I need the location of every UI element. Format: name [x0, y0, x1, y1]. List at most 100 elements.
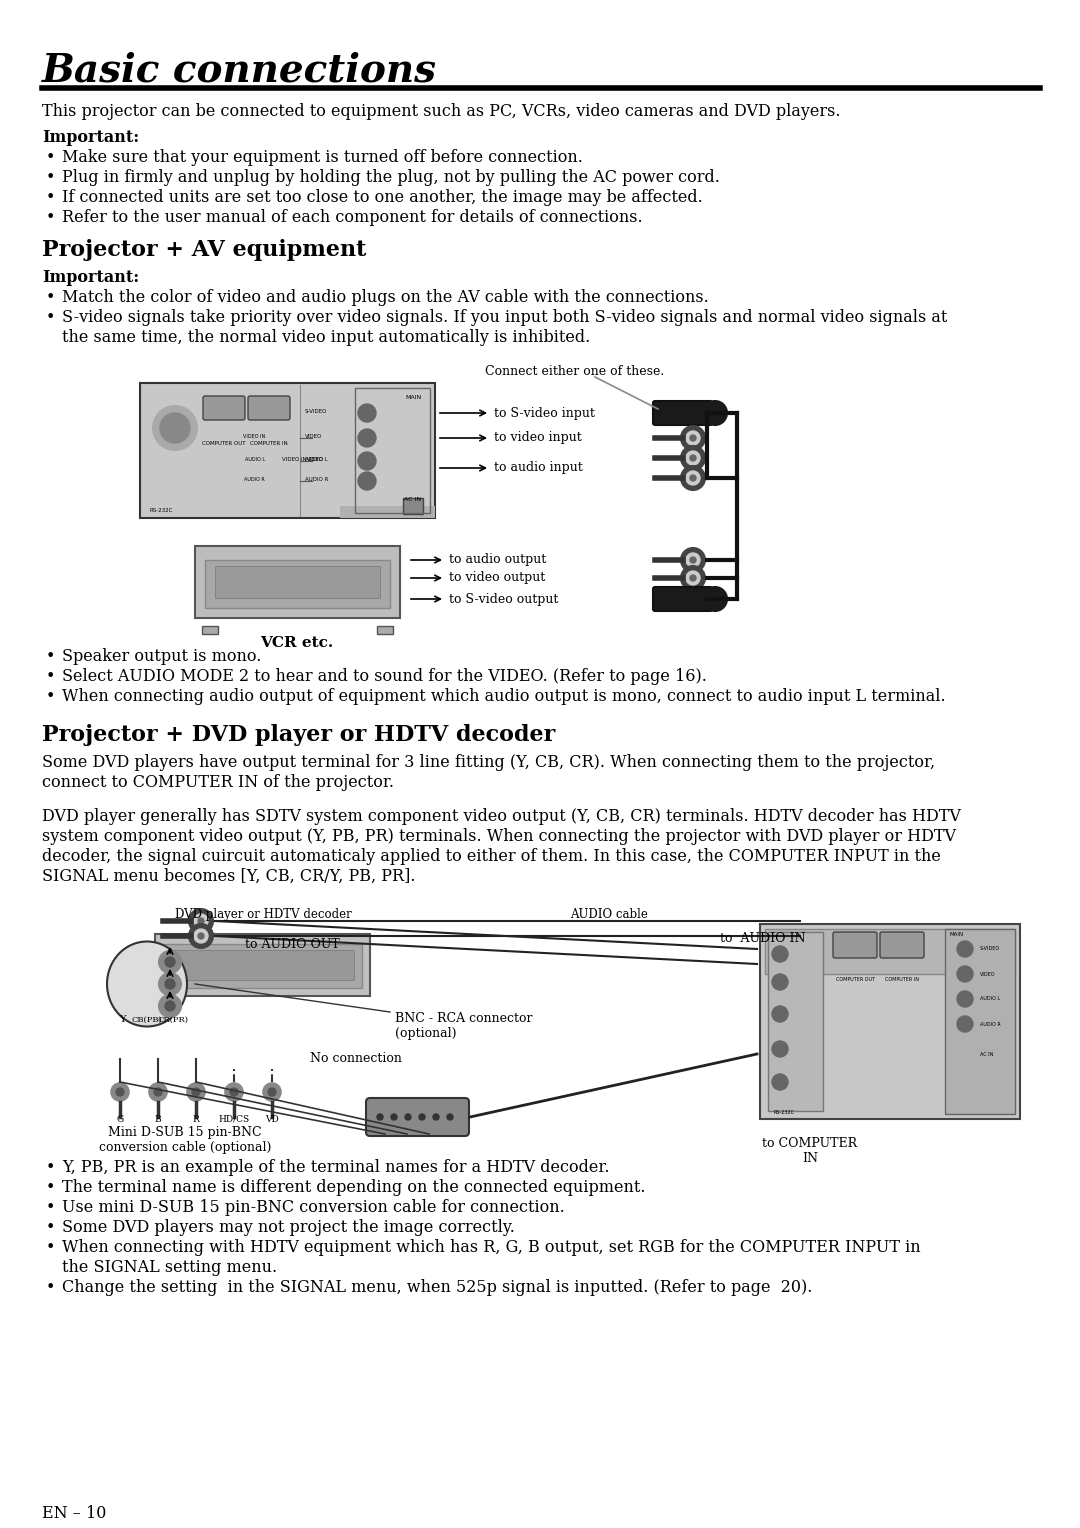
Text: When connecting audio output of equipment which audio output is mono, connect to: When connecting audio output of equipmen…	[62, 688, 946, 704]
Circle shape	[957, 966, 973, 983]
Text: •: •	[46, 170, 55, 186]
Bar	[171, 950, 354, 979]
Circle shape	[198, 918, 204, 924]
Text: COMPUTER IN: COMPUTER IN	[251, 442, 288, 446]
Circle shape	[690, 455, 696, 461]
Circle shape	[149, 1083, 167, 1102]
Circle shape	[357, 452, 376, 471]
Circle shape	[772, 1041, 788, 1057]
Circle shape	[405, 1114, 411, 1120]
Text: The terminal name is different depending on the connected equipment.: The terminal name is different depending…	[62, 1180, 646, 1196]
Bar	[403, 498, 423, 513]
FancyBboxPatch shape	[140, 384, 435, 518]
Text: Basic connections: Basic connections	[42, 52, 437, 90]
Circle shape	[690, 435, 696, 442]
Text: to S-video input: to S-video input	[494, 406, 595, 420]
Circle shape	[681, 446, 705, 471]
Text: R: R	[192, 1115, 200, 1125]
Text: •: •	[46, 150, 55, 167]
Circle shape	[377, 1114, 383, 1120]
Circle shape	[116, 1088, 124, 1096]
FancyBboxPatch shape	[203, 396, 245, 420]
Circle shape	[690, 575, 696, 581]
Text: Projector + DVD player or HDTV decoder: Projector + DVD player or HDTV decoder	[42, 724, 555, 746]
Circle shape	[686, 471, 700, 484]
Text: Mini D-SUB 15 pin-BNC: Mini D-SUB 15 pin-BNC	[108, 1126, 261, 1138]
Text: Match the color of video and audio plugs on the AV cable with the connections.: Match the color of video and audio plugs…	[62, 289, 708, 306]
Circle shape	[111, 1083, 129, 1102]
Bar	[377, 626, 393, 634]
Text: Connect either one of these.: Connect either one of these.	[485, 365, 664, 377]
Text: •: •	[46, 1160, 55, 1177]
Circle shape	[391, 1114, 397, 1120]
Text: MAIN: MAIN	[405, 396, 421, 400]
Text: S-video signals take priority over video signals. If you input both S-video sign: S-video signals take priority over video…	[62, 309, 947, 325]
Bar	[163, 944, 362, 989]
Ellipse shape	[107, 941, 187, 1027]
Circle shape	[686, 571, 700, 585]
Text: This projector can be connected to equipment such as PC, VCRs, video cameras and: This projector can be connected to equip…	[42, 102, 840, 121]
Circle shape	[187, 1083, 205, 1102]
Circle shape	[686, 431, 700, 445]
Text: Refer to the user manual of each component for details of connections.: Refer to the user manual of each compone…	[62, 209, 643, 226]
Circle shape	[447, 1114, 453, 1120]
Text: S-VIDEO: S-VIDEO	[305, 410, 327, 414]
Text: •: •	[46, 1199, 55, 1216]
Circle shape	[165, 979, 175, 989]
Bar	[768, 932, 823, 1111]
Text: DVD player or HDTV decoder: DVD player or HDTV decoder	[175, 908, 352, 921]
Text: system component video output (Y, PB, PR) terminals. When connecting the project: system component video output (Y, PB, PR…	[42, 828, 956, 845]
FancyBboxPatch shape	[760, 924, 1020, 1118]
Text: VIDEO: VIDEO	[305, 434, 322, 439]
Text: AUDIO L: AUDIO L	[305, 457, 327, 461]
Bar	[765, 929, 1015, 973]
Text: AC IN: AC IN	[980, 1051, 994, 1056]
Text: the same time, the normal video input automatically is inhibited.: the same time, the normal video input au…	[62, 329, 591, 345]
Text: •: •	[46, 648, 55, 665]
Circle shape	[165, 1001, 175, 1012]
Text: Speaker output is mono.: Speaker output is mono.	[62, 648, 261, 665]
Text: Some DVD players have output terminal for 3 line fitting (Y, CB, CR). When conne: Some DVD players have output terminal fo…	[42, 753, 935, 772]
Text: Change the setting  in the SIGNAL menu, when 525p signal is inputted. (Refer to : Change the setting in the SIGNAL menu, w…	[62, 1279, 812, 1296]
Bar	[945, 929, 1015, 1114]
FancyBboxPatch shape	[653, 400, 712, 425]
Circle shape	[357, 429, 376, 448]
Bar	[202, 626, 218, 634]
Circle shape	[165, 957, 175, 967]
Text: Y: Y	[119, 1015, 125, 1024]
Text: COMPUTER OUT: COMPUTER OUT	[836, 976, 875, 983]
FancyBboxPatch shape	[366, 1099, 469, 1135]
Circle shape	[703, 400, 727, 425]
Circle shape	[772, 946, 788, 963]
Text: MAIN: MAIN	[950, 932, 964, 937]
Bar	[340, 506, 435, 518]
FancyBboxPatch shape	[880, 932, 924, 958]
Text: •: •	[46, 1219, 55, 1236]
Circle shape	[957, 1016, 973, 1031]
Bar	[205, 559, 390, 608]
Text: B: B	[154, 1115, 161, 1125]
Text: to audio input: to audio input	[494, 461, 583, 475]
Circle shape	[690, 475, 696, 481]
Text: COMPUTER OUT: COMPUTER OUT	[202, 442, 246, 446]
Circle shape	[681, 549, 705, 571]
Circle shape	[189, 909, 213, 934]
Circle shape	[225, 1083, 243, 1102]
Text: AUDIO L: AUDIO L	[980, 996, 1000, 1001]
Text: •: •	[46, 668, 55, 685]
Text: DVD player generally has SDTV system component video output (Y, CB, CR) terminal: DVD player generally has SDTV system com…	[42, 808, 961, 825]
Text: conversion cable (optional): conversion cable (optional)	[98, 1141, 271, 1154]
Text: S-VIDEO: S-VIDEO	[980, 946, 1000, 952]
Text: No connection: No connection	[310, 1051, 402, 1065]
Text: •: •	[46, 1239, 55, 1256]
Text: to S-video output: to S-video output	[449, 593, 558, 605]
Text: to video input: to video input	[494, 431, 582, 445]
Circle shape	[681, 466, 705, 490]
Text: •: •	[46, 209, 55, 226]
Text: to COMPUTER: to COMPUTER	[762, 1137, 858, 1151]
Circle shape	[194, 929, 208, 943]
Circle shape	[357, 472, 376, 490]
Text: AC IN: AC IN	[404, 497, 421, 503]
Text: If connected units are set too close to one another, the image may be affected.: If connected units are set too close to …	[62, 189, 703, 206]
Circle shape	[703, 587, 727, 611]
